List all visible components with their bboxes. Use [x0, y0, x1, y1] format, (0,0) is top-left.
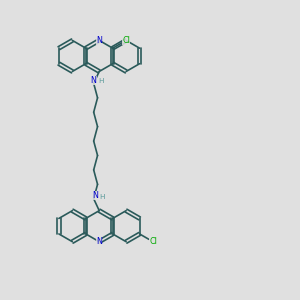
Text: N: N	[91, 76, 97, 85]
Text: Cl: Cl	[149, 237, 157, 246]
Text: N: N	[92, 191, 98, 200]
Text: Cl: Cl	[122, 36, 130, 45]
Text: N: N	[96, 36, 102, 45]
Text: H: H	[98, 78, 104, 84]
Text: H: H	[99, 194, 105, 200]
Text: N: N	[96, 237, 102, 246]
